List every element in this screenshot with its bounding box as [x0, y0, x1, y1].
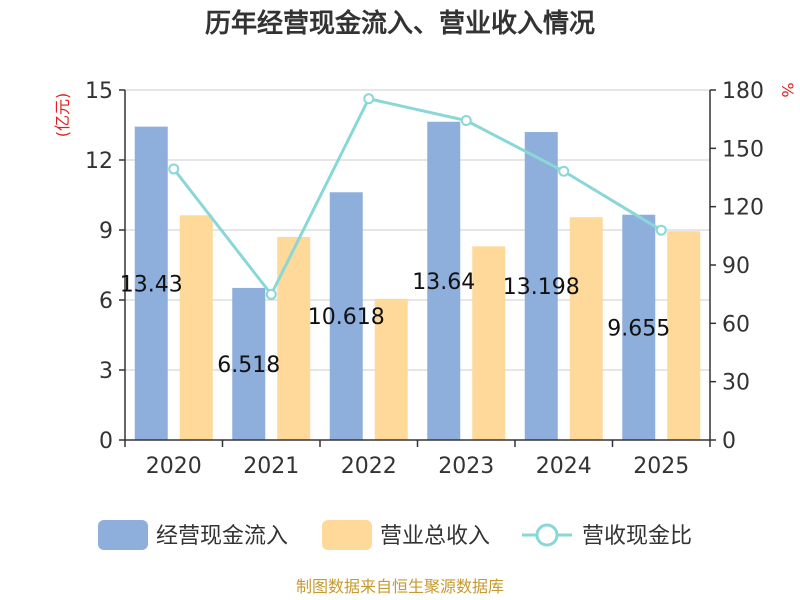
right-tick-label: 120 — [722, 196, 764, 221]
bar-revenue — [179, 215, 213, 440]
x-tick-label: 2022 — [341, 454, 397, 479]
ratio-point — [168, 163, 180, 175]
legend-label-revenue: 营业总收入 — [380, 524, 490, 549]
ratio-point — [363, 93, 375, 105]
bar-revenue — [374, 298, 408, 440]
data-label-cash-inflow: 9.655 — [607, 316, 670, 341]
x-tick-label: 2020 — [146, 454, 202, 479]
bar-revenue — [472, 246, 506, 440]
left-tick-label: 0 — [99, 429, 113, 454]
data-label-cash-inflow: 10.618 — [308, 305, 385, 330]
bar-cash-inflow — [329, 192, 363, 440]
right-tick-label: 150 — [722, 137, 764, 162]
right-tick-label: 180 — [722, 79, 764, 104]
right-tick-label: 90 — [722, 254, 750, 279]
chart-title: 历年经营现金流入、营业收入情况 — [205, 8, 595, 39]
left-tick-label: 9 — [99, 219, 113, 244]
bar-revenue — [569, 217, 603, 440]
left-axis-unit: (亿元) — [53, 93, 72, 138]
bar-revenue — [667, 231, 701, 440]
right-axis-unit: % — [778, 82, 797, 97]
bar-cash-inflow — [524, 132, 558, 440]
line-layer — [168, 93, 667, 300]
left-tick-label: 3 — [99, 359, 113, 384]
data-label-cash-inflow: 13.64 — [412, 270, 475, 295]
x-tick-label: 2021 — [243, 454, 299, 479]
right-tick-label: 0 — [722, 429, 736, 454]
legend-swatch-revenue — [322, 520, 372, 550]
data-label-cash-inflow: 6.518 — [217, 353, 280, 378]
bar-cash-inflow — [427, 121, 461, 440]
data-label-layer: 13.43 6.518 10.618 13.64 13.198 9.655 — [120, 270, 670, 378]
bar-cash-inflow — [622, 214, 656, 440]
ratio-point — [655, 224, 667, 236]
legend-label-ratio: 营收现金比 — [582, 524, 692, 549]
bar-revenue — [277, 237, 311, 440]
x-tick-label: 2023 — [438, 454, 494, 479]
right-tick-label: 30 — [722, 371, 750, 396]
legend-marker-ratio — [535, 523, 559, 547]
source-note: 制图数据来自恒生聚源数据库 — [296, 577, 504, 596]
left-tick-label: 6 — [99, 289, 113, 314]
right-tick-label: 60 — [722, 312, 750, 337]
legend-swatch-cash-inflow — [98, 520, 148, 550]
x-tick-label: 2025 — [633, 454, 689, 479]
left-tick-label: 15 — [85, 79, 113, 104]
left-tick-label: 12 — [85, 149, 113, 174]
data-label-cash-inflow: 13.43 — [120, 272, 183, 297]
bar-layer — [134, 121, 701, 440]
ratio-point — [265, 288, 277, 300]
ratio-point — [558, 165, 570, 177]
ratio-point — [460, 115, 472, 127]
bar-cash-inflow — [134, 126, 168, 440]
ratio-line — [172, 97, 663, 298]
x-tick-label: 2024 — [536, 454, 592, 479]
legend-label-cash-inflow: 经营现金流入 — [156, 524, 288, 549]
bar-cash-inflow — [232, 287, 266, 440]
data-label-cash-inflow: 13.198 — [503, 275, 580, 300]
legend: 经营现金流入 营业总收入 营收现金比 — [98, 520, 692, 550]
